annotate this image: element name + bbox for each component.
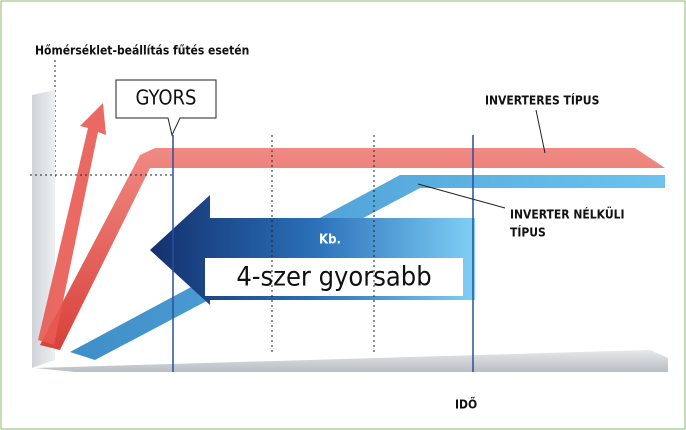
leader-line xyxy=(535,109,546,154)
callout xyxy=(115,79,217,137)
x-axis-bar xyxy=(35,350,668,372)
speed-box xyxy=(205,258,463,296)
title: Hőmérséklet-beállítás fűtés esetén xyxy=(35,44,249,58)
up-arrow xyxy=(38,103,106,345)
approx-label: Kb. xyxy=(319,233,341,248)
time-label: IDŐ xyxy=(455,397,477,412)
non-inverter-label: TÍPUS xyxy=(510,225,546,240)
inverter-label: INVERTERES TÍPUS xyxy=(485,93,599,108)
leader-line xyxy=(417,183,506,209)
speed-label: 4-szer gyorsabb xyxy=(236,262,431,293)
fast-label: GYORS xyxy=(136,86,197,110)
non-inverter-line xyxy=(70,175,665,360)
non-inverter-label: INVERTER NÉLKÜLI xyxy=(510,207,624,222)
